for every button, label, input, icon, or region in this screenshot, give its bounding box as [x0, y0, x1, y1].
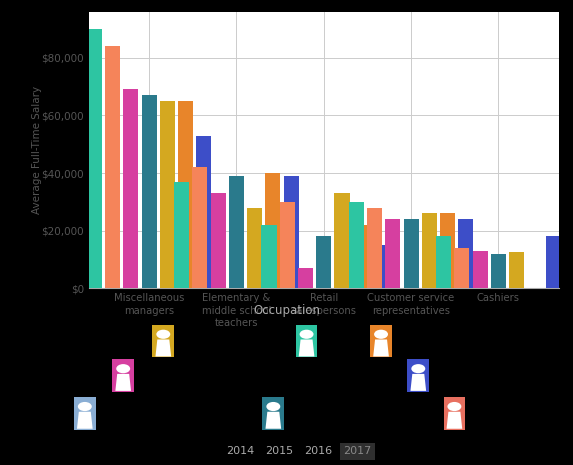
Polygon shape	[77, 412, 93, 429]
Bar	[509, 252, 524, 288]
Bar	[458, 219, 473, 288]
Ellipse shape	[300, 330, 313, 339]
FancyBboxPatch shape	[74, 397, 96, 430]
Text: 2014: 2014	[226, 446, 255, 456]
FancyBboxPatch shape	[370, 325, 392, 358]
Bar	[105, 46, 120, 288]
Bar	[385, 219, 401, 288]
Polygon shape	[410, 374, 426, 391]
Polygon shape	[299, 339, 315, 357]
Ellipse shape	[448, 402, 461, 411]
Bar	[316, 236, 331, 288]
Polygon shape	[115, 374, 131, 391]
Bar	[284, 176, 299, 288]
Bar	[174, 182, 189, 288]
FancyBboxPatch shape	[444, 397, 465, 430]
Bar	[440, 213, 455, 288]
FancyBboxPatch shape	[407, 359, 429, 392]
Polygon shape	[446, 412, 462, 429]
Bar	[298, 268, 313, 288]
Bar	[247, 207, 262, 288]
Text: 2015: 2015	[265, 446, 294, 456]
Bar	[123, 89, 139, 288]
Bar	[142, 95, 156, 288]
Bar	[367, 207, 382, 288]
Bar	[436, 236, 451, 288]
Bar	[261, 225, 277, 288]
Ellipse shape	[266, 402, 280, 411]
Bar	[403, 219, 419, 288]
Bar	[178, 101, 193, 288]
Text: Occupation: Occupation	[253, 304, 320, 317]
FancyBboxPatch shape	[112, 359, 134, 392]
Bar	[229, 176, 244, 288]
Bar	[211, 193, 226, 288]
Y-axis label: Average Full-Time Salary: Average Full-Time Salary	[32, 86, 42, 214]
Bar	[371, 245, 386, 288]
Polygon shape	[373, 339, 389, 357]
Ellipse shape	[374, 330, 388, 339]
Ellipse shape	[411, 364, 425, 373]
Bar	[280, 202, 295, 288]
Text: 2016: 2016	[304, 446, 332, 456]
Bar	[265, 173, 281, 288]
Bar	[422, 213, 437, 288]
FancyBboxPatch shape	[152, 325, 174, 358]
FancyBboxPatch shape	[262, 397, 284, 430]
Bar	[160, 101, 175, 288]
Bar	[193, 167, 207, 288]
Bar	[454, 248, 469, 288]
Bar	[197, 136, 211, 288]
Bar	[87, 29, 102, 288]
Bar	[353, 225, 368, 288]
Polygon shape	[265, 412, 281, 429]
Ellipse shape	[116, 364, 130, 373]
Text: 2017: 2017	[343, 446, 372, 456]
Bar	[545, 236, 560, 288]
Bar	[473, 251, 488, 288]
Ellipse shape	[156, 330, 170, 339]
Bar	[491, 254, 506, 288]
Bar	[349, 202, 364, 288]
Polygon shape	[155, 339, 171, 357]
Bar	[335, 193, 350, 288]
Ellipse shape	[78, 402, 92, 411]
FancyBboxPatch shape	[296, 325, 317, 358]
